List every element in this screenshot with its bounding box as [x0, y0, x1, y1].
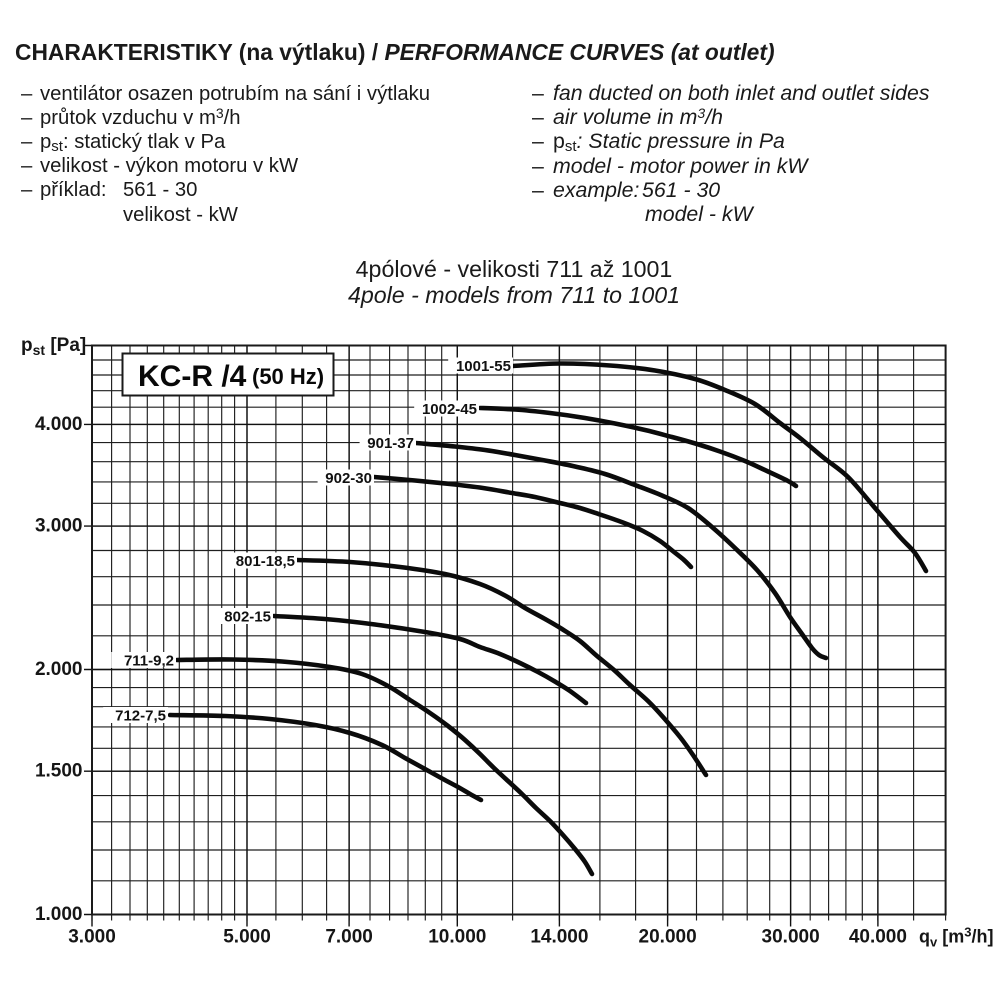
svg-text:7.000: 7.000 — [325, 927, 373, 948]
svg-text:802-15: 802-15 — [224, 609, 271, 626]
svg-text:801-18,5: 801-18,5 — [236, 553, 295, 570]
svg-text:pst [Pa]: pst [Pa] — [21, 335, 86, 358]
svg-text:KC-R /4: KC-R /4 — [138, 360, 247, 393]
svg-text:1.500: 1.500 — [35, 761, 83, 782]
svg-text:40.000: 40.000 — [849, 927, 907, 948]
svg-text:1002-45: 1002-45 — [422, 401, 477, 418]
svg-text:qv [m3/h]: qv [m3/h] — [919, 925, 993, 950]
svg-text:5.000: 5.000 — [223, 927, 271, 948]
svg-text:(50 Hz): (50 Hz) — [252, 364, 324, 389]
svg-text:10.000: 10.000 — [428, 927, 486, 948]
svg-text:20.000: 20.000 — [639, 927, 697, 948]
svg-text:3.000: 3.000 — [68, 927, 116, 948]
svg-text:30.000: 30.000 — [762, 927, 820, 948]
svg-text:712-7,5: 712-7,5 — [115, 708, 166, 725]
svg-text:3.000: 3.000 — [35, 516, 83, 537]
svg-text:1001-55: 1001-55 — [456, 358, 511, 375]
svg-text:711-9,2: 711-9,2 — [124, 653, 174, 670]
svg-text:4.000: 4.000 — [35, 414, 83, 435]
svg-text:2.000: 2.000 — [35, 659, 83, 680]
svg-text:1.000: 1.000 — [35, 904, 83, 925]
svg-text:14.000: 14.000 — [530, 927, 588, 948]
svg-text:901-37: 901-37 — [367, 435, 414, 452]
svg-text:902-30: 902-30 — [325, 470, 372, 487]
